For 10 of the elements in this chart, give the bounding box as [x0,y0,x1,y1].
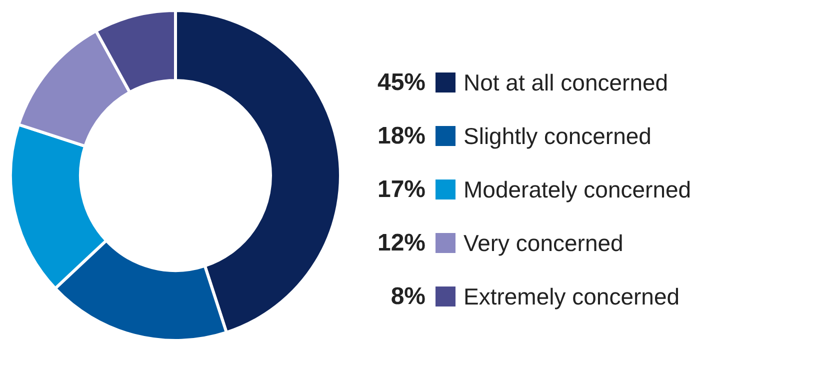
data-label: 45% [377,69,426,96]
legend-label: Slightly concerned [464,123,652,149]
data-label: 17% [377,176,426,203]
data-label: 8% [390,283,426,310]
data-label: 12% [377,230,426,256]
legend-label: Moderately concerned [464,176,692,202]
legend-label: Very concerned [464,230,624,256]
legend-label: Extremely concerned [464,284,680,310]
legend-label: Not at all concerned [464,70,668,96]
data-label: 18% [377,122,426,150]
